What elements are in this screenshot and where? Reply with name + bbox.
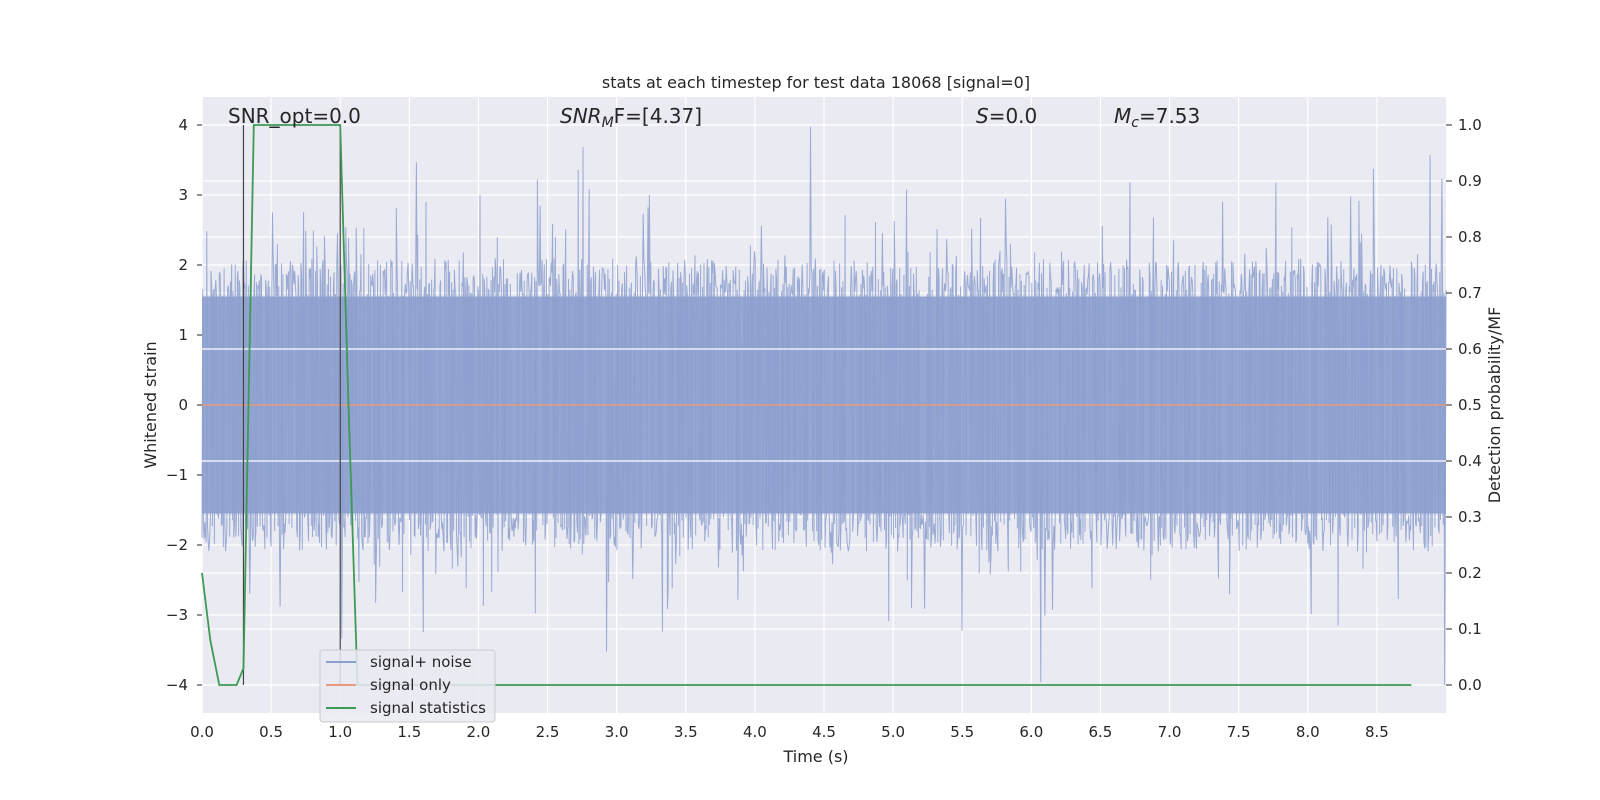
y-left-tick-label: 1 — [178, 326, 188, 344]
x-tick-label: 1.5 — [397, 723, 421, 741]
y-left-tick-label: −3 — [166, 606, 188, 624]
snr-mf-base: SNR — [560, 104, 602, 128]
y-right-tick-label: 1.0 — [1458, 116, 1482, 134]
y-left-tick-label: 2 — [178, 256, 188, 274]
y-left-tick-label: 0 — [178, 396, 188, 414]
x-tick-label: 2.5 — [536, 723, 560, 741]
chart-title: stats at each timestep for test data 180… — [602, 73, 1030, 92]
y-right-tick-label: 0.8 — [1458, 228, 1482, 246]
x-tick-label: 3.0 — [605, 723, 629, 741]
data-marks — [201, 124, 1447, 686]
y-left-tick-label: 4 — [178, 116, 188, 134]
y-right-axis-ticks: 1.0 0.9 0.8 0.7 0.6 0.5 0.4 0.3 0.2 0.1 0.0 — [1446, 116, 1482, 694]
mc-sub: c — [1131, 115, 1139, 131]
x-tick-label: 5.0 — [881, 723, 905, 741]
x-tick-label: 1.0 — [328, 723, 352, 741]
mc-annotation: Mc=7.53 — [1114, 104, 1200, 131]
x-tick-label: 2.0 — [467, 723, 491, 741]
y-right-tick-label: 0.5 — [1458, 396, 1482, 414]
y-right-tick-label: 0.0 — [1458, 676, 1482, 694]
s-annotation: S=0.0 — [976, 104, 1037, 128]
y-right-tick-label: 0.3 — [1458, 508, 1482, 526]
snr-mf-rest: F=[4.37] — [614, 104, 702, 128]
x-tick-label: 3.5 — [674, 723, 698, 741]
y-left-axis-label: Whitened strain — [141, 341, 160, 468]
y-left-axis-ticks: 4 3 2 1 0 −1 −2 −3 −4 — [166, 116, 202, 694]
series-signal-statistics-line — [201, 124, 1412, 686]
y-right-tick-label: 0.6 — [1458, 340, 1482, 358]
x-axis-label: Time (s) — [782, 747, 848, 766]
x-tick-label: 4.5 — [812, 723, 836, 741]
y-right-tick-label: 0.9 — [1458, 172, 1482, 190]
y-right-tick-label: 0.2 — [1458, 564, 1482, 582]
x-axis-ticks: 0.0 0.5 1.0 1.5 2.0 2.5 3.0 3.5 4.0 4.5 5.0 5.5 6.0 6… — [190, 723, 1389, 741]
mc-rest: =7.53 — [1139, 104, 1200, 128]
x-tick-label: 7.5 — [1227, 723, 1251, 741]
x-tick-label: 7.0 — [1158, 723, 1182, 741]
s-var: S — [976, 104, 989, 128]
legend-label-signal-only: signal only — [370, 676, 451, 694]
snr-mf-sub: M — [602, 115, 614, 131]
x-tick-label: 6.0 — [1019, 723, 1043, 741]
mc-var: M — [1114, 104, 1131, 128]
y-right-tick-label: 0.4 — [1458, 452, 1482, 470]
y-left-tick-label: −2 — [166, 536, 188, 554]
snr-opt-annotation: SNR_opt=0.0 — [228, 104, 361, 128]
s-rest: =0.0 — [989, 104, 1038, 128]
x-tick-label: 6.5 — [1089, 723, 1113, 741]
x-tick-label: 0.5 — [259, 723, 283, 741]
legend-label-signal-noise: signal+ noise — [370, 653, 472, 671]
y-right-tick-label: 0.7 — [1458, 284, 1482, 302]
y-right-axis-label: Detection probability/MF — [1485, 307, 1504, 504]
snr-mf-annotation: SNRMF=[4.37] — [560, 104, 702, 131]
x-tick-label: 8.0 — [1296, 723, 1320, 741]
x-tick-label: 0.0 — [190, 723, 214, 741]
y-left-tick-label: 3 — [178, 186, 188, 204]
x-tick-label: 4.0 — [743, 723, 767, 741]
y-left-tick-label: −4 — [166, 676, 188, 694]
legend: signal+ noise signal only signal statist… — [319, 649, 496, 723]
y-left-tick-label: −1 — [166, 466, 188, 484]
x-tick-label: 5.5 — [950, 723, 974, 741]
legend-box — [319, 649, 496, 723]
legend-label-signal-statistics: signal statistics — [370, 699, 486, 717]
y-right-tick-label: 0.1 — [1458, 620, 1482, 638]
x-tick-label: 8.5 — [1365, 723, 1389, 741]
